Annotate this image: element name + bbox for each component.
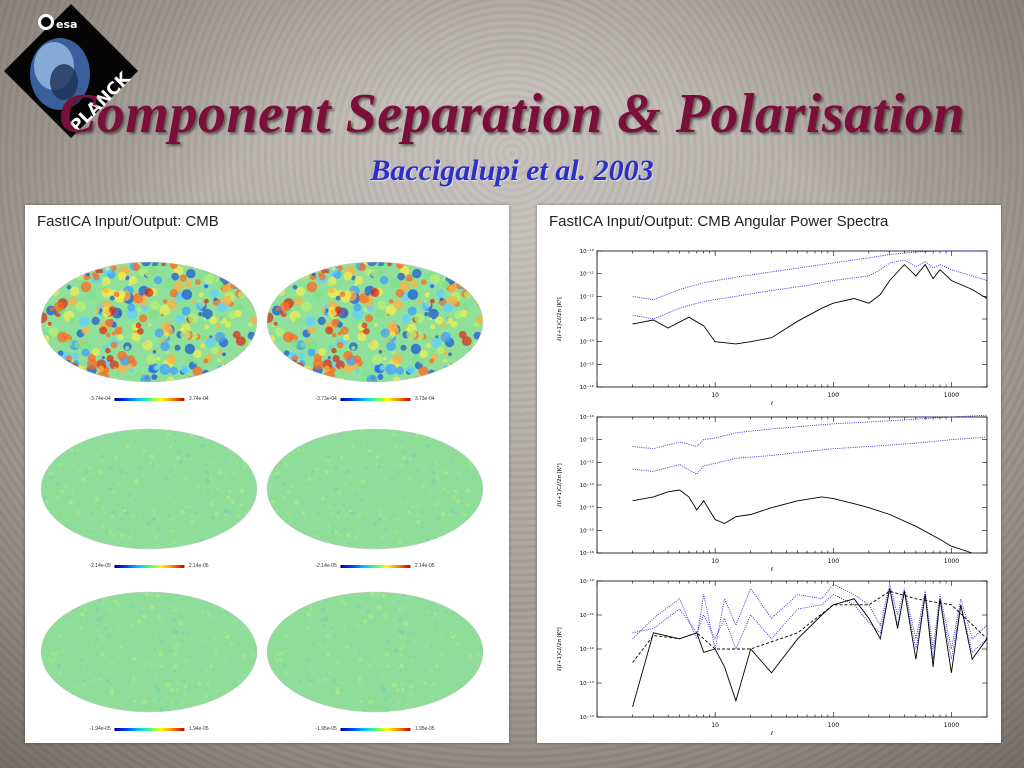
x-tick-label: 10 [711,558,719,565]
colorbar: -2.14e-05 2.14e-05 [89,563,208,569]
series-line-3 [632,588,988,707]
x-tick-label: 1000 [944,392,959,399]
colorbar-max-label: 2.14e-05 [414,563,435,569]
power-spectra-panel: FastICA Input/Output: CMB Angular Power … [537,205,1001,743]
x-tick-label: 10 [711,392,719,399]
sky-map-1: -3.74e-04 3.74e-04 [37,260,261,410]
power-spectrum-chart-2: 10 100 1000 10⁻¹⁶ 10⁻¹⁵ 10⁻¹⁴ 10⁻¹³ 10⁻¹² 10⁻¹¹ 1… [556,414,988,573]
y-tick-label: 10⁻¹³ [580,482,594,489]
series-line-2 [632,259,988,320]
colorbar: -3.74e-04 3.74e-04 [89,396,208,402]
power-spectrum-chart-3: 10 100 1000 10⁻¹⁴ 10⁻¹³ 10⁻¹² 10⁻¹¹ 10⁻¹⁰ ℓ ℓ(ℓ+1… [556,578,988,737]
colorbar-gradient [114,397,185,401]
y-tick-label: 10⁻¹² [580,459,594,466]
colorbar-max-label: 1.95e-05 [414,726,435,732]
y-tick-label: 10⁻¹³ [580,316,594,323]
slide-subtitle: Baccigalupi et al. 2003 [370,154,654,187]
slide-title: Component Separation & Polarisation [59,83,965,145]
series-line-3 [632,263,988,345]
power-spectrum-chart-1: 10 100 1000 10⁻¹⁶ 10⁻¹⁵ 10⁻¹⁴ 10⁻¹³ 10⁻¹² 10⁻¹¹ 1… [556,248,988,407]
colorbar-gradient [340,727,411,731]
sky-map-2: -3.73e-04 3.73e-04 [263,260,487,410]
fastica-maps-panel: FastICA Input/Output: CMB -3.74e-04 3.74e… [25,205,509,743]
y-axis-label: ℓ(ℓ+1)Cℓ/2π [K²] [556,627,563,672]
logo-agency-text: esa [56,18,77,31]
colorbar-gradient [340,564,411,568]
plot-frame [596,580,988,718]
y-tick-label: 10⁻¹⁴ [580,505,595,512]
sky-map-5: -1.94e-05 1.94e-05 [37,590,261,740]
maps-panel-title: FastICA Input/Output: CMB [37,213,219,230]
sky-map-4: -2.14e-05 2.14e-05 [263,427,487,577]
y-tick-label: 10⁻¹⁰ [580,248,595,255]
y-tick-label: 10⁻¹⁶ [580,384,595,391]
y-tick-label: 10⁻¹⁴ [580,714,595,721]
y-tick-label: 10⁻¹¹ [580,271,594,278]
colorbar-min-label: -2.14e-05 [315,563,337,569]
colorbar-min-label: -3.74e-04 [89,396,111,402]
mollweide-map [266,261,484,383]
x-tick-label: 100 [828,392,840,399]
planck-logo: esa PLANCK [4,4,138,138]
x-tick-label: 1000 [944,558,959,565]
colorbar-max-label: 1.94e-05 [188,726,209,732]
y-tick-label: 10⁻¹⁰ [580,578,595,585]
mollweide-map [40,428,258,550]
series-line-1 [632,414,988,450]
y-tick-label: 10⁻¹² [580,293,594,300]
series-line-3 [632,489,973,554]
mollweide-map [266,428,484,550]
mollweide-map [40,591,258,713]
y-tick-label: 10⁻¹¹ [580,612,594,619]
colorbar: -1.95e-05 1.95e-05 [315,726,434,732]
y-axis-label: ℓ(ℓ+1)Cℓ/2π [K²] [556,463,563,508]
colorbar: -1.94e-05 1.94e-05 [89,726,208,732]
y-axis-label: ℓ(ℓ+1)Cℓ/2π [K²] [556,297,563,342]
y-tick-label: 10⁻¹³ [580,680,594,687]
series-line-2 [632,436,988,475]
plot-frame [596,416,988,554]
colorbar-gradient [114,564,185,568]
sky-map-6: -1.95e-05 1.95e-05 [263,590,487,740]
x-axis-label: ℓ [770,401,773,407]
mollweide-map [40,261,258,383]
colorbar: -3.73e-04 3.73e-04 [315,396,434,402]
y-tick-label: 10⁻¹¹ [580,437,594,444]
x-tick-label: 100 [828,558,840,565]
y-tick-label: 10⁻¹⁰ [580,414,595,421]
x-axis-label: ℓ [770,731,773,737]
y-tick-label: 10⁻¹⁵ [580,361,594,368]
colorbar-gradient [340,397,411,401]
y-tick-label: 10⁻¹⁶ [580,550,595,557]
x-tick-label: 100 [828,722,840,729]
x-tick-label: 1000 [944,722,959,729]
series-line-4 [632,590,988,663]
colorbar-gradient [114,727,185,731]
series-line-1 [632,250,987,301]
spectra-panel-title: FastICA Input/Output: CMB Angular Power … [549,213,889,230]
colorbar-min-label: -1.94e-05 [89,726,111,732]
mollweide-map [266,591,484,713]
y-tick-label: 10⁻¹⁴ [580,339,595,346]
colorbar-max-label: 3.73e-04 [414,396,435,402]
series-line-1 [632,583,988,650]
colorbar-min-label: -1.95e-05 [315,726,337,732]
colorbar-min-label: -3.73e-04 [315,396,337,402]
sky-map-3: -2.14e-05 2.14e-05 [37,427,261,577]
colorbar-max-label: 2.14e-05 [188,563,209,569]
series-line-2 [632,588,988,660]
colorbar-min-label: -2.14e-05 [89,563,111,569]
y-tick-label: 10⁻¹² [580,646,594,653]
colorbar: -2.14e-05 2.14e-05 [315,563,434,569]
x-axis-label: ℓ [770,567,773,573]
y-tick-label: 10⁻¹⁵ [580,527,594,534]
colorbar-max-label: 3.74e-04 [188,396,209,402]
x-tick-label: 10 [711,722,719,729]
